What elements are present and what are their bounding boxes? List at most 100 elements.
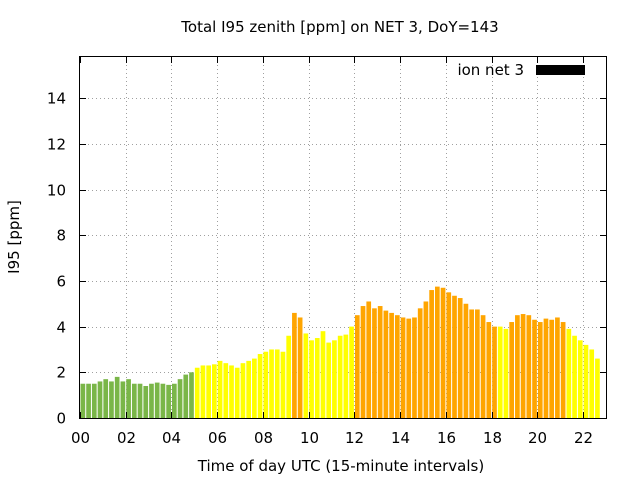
bar: [537, 322, 543, 418]
bar: [229, 365, 234, 418]
bar: [160, 383, 166, 418]
bar: [166, 384, 171, 418]
bar: [114, 376, 120, 418]
bar: [263, 351, 269, 418]
y-tick-label: 10: [47, 182, 66, 200]
bar: [149, 383, 154, 418]
x-tick-label: 22: [574, 429, 593, 447]
bar: [292, 312, 297, 418]
bar: [280, 351, 286, 418]
y-axis-label: I95 [ppm]: [5, 200, 23, 274]
legend-label: ion net 3: [457, 61, 524, 79]
bar: [389, 312, 394, 418]
y-tick-label: 14: [47, 90, 66, 108]
bar: [520, 314, 526, 418]
chart-title: Total I95 zenith [ppm] on NET 3, DoY=143: [180, 18, 498, 36]
bar: [343, 334, 349, 418]
bar: [394, 315, 400, 418]
bar: [286, 335, 292, 418]
bar: [246, 360, 252, 418]
bar: [252, 358, 257, 418]
bar: [509, 322, 515, 418]
bar: [212, 364, 217, 418]
bar: [109, 381, 114, 418]
bar: [217, 360, 223, 418]
bar: [526, 315, 532, 418]
x-tick-label: 08: [254, 429, 273, 447]
bar: [309, 340, 314, 418]
y-tick-label: 8: [56, 227, 66, 245]
bar: [223, 363, 229, 418]
bar: [589, 349, 595, 418]
legend-swatch: [536, 65, 585, 75]
y-tick-label: 6: [56, 273, 66, 291]
bar: [337, 335, 343, 418]
bar: [183, 374, 189, 418]
bar: [480, 315, 486, 418]
bar: [206, 365, 211, 418]
bar: [360, 306, 366, 418]
bar: [555, 317, 560, 418]
bar: [366, 301, 372, 418]
bar: [486, 322, 492, 418]
bar: [269, 349, 274, 418]
bar: [200, 365, 206, 418]
bar: [377, 306, 383, 418]
bar: [566, 328, 572, 418]
bar: [171, 383, 177, 418]
bar: [577, 340, 583, 418]
bar: [103, 379, 109, 418]
bar: [400, 317, 406, 418]
x-tick-label: 14: [391, 429, 410, 447]
bar: [349, 326, 354, 418]
bar: [320, 331, 326, 418]
bar: [503, 328, 509, 418]
bar: [429, 290, 434, 418]
bar: [297, 317, 303, 418]
bar: [412, 317, 417, 418]
bar: [303, 333, 309, 418]
bar: [469, 309, 474, 418]
bar: [446, 292, 452, 418]
bar: [257, 354, 263, 418]
bar: [274, 349, 280, 418]
bar: [572, 335, 577, 418]
bar: [86, 383, 91, 418]
bars-layer: [80, 286, 600, 418]
bar: [97, 381, 103, 418]
x-tick-label: 00: [71, 429, 90, 447]
x-tick-label: 18: [483, 429, 502, 447]
y-tick-label: 12: [47, 136, 66, 154]
bar: [189, 372, 194, 418]
legend: ion net 3: [457, 61, 585, 79]
y-tick-label: 2: [56, 364, 66, 382]
bar: [583, 344, 589, 418]
bar: [234, 367, 240, 418]
bar: [406, 318, 412, 418]
bar: [80, 383, 86, 418]
bar: [332, 340, 337, 418]
bar: [194, 367, 200, 418]
bar: [131, 383, 137, 418]
bar: [417, 308, 423, 418]
x-axis-label: Time of day UTC (15-minute intervals): [197, 457, 484, 475]
y-tick-label: 4: [56, 319, 66, 337]
bar: [434, 286, 440, 418]
bar: [143, 386, 149, 418]
bar: [126, 379, 131, 418]
bar: [452, 295, 457, 418]
bar: [463, 303, 469, 418]
x-tick-label: 02: [117, 429, 136, 447]
bar: [475, 309, 480, 418]
x-tick-label: 10: [300, 429, 319, 447]
x-tick-label: 04: [162, 429, 181, 447]
bar: [120, 381, 126, 418]
bar: [492, 326, 497, 418]
bar: [154, 382, 160, 418]
bar: [383, 310, 389, 418]
bar: [314, 338, 320, 418]
bar: [423, 301, 429, 418]
bar: [515, 315, 520, 418]
bar: [543, 318, 549, 418]
